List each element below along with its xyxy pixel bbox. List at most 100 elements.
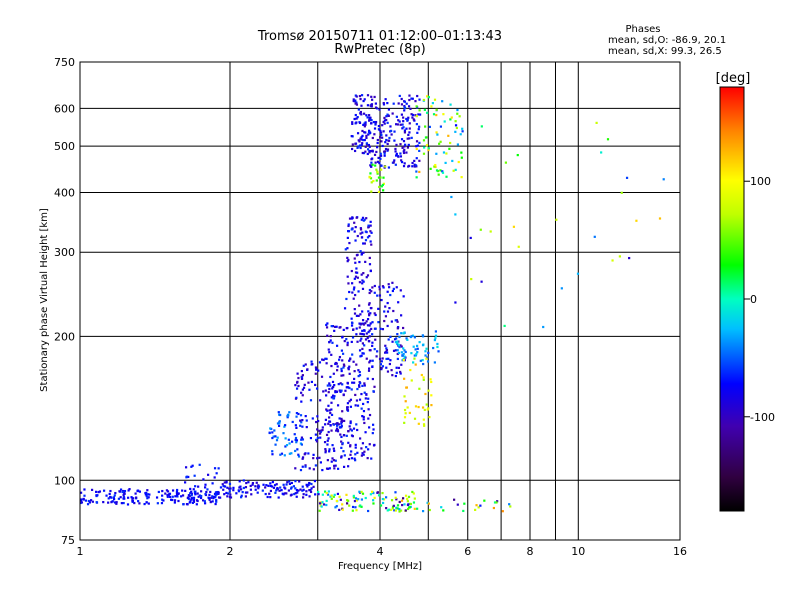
data-point xyxy=(374,106,378,109)
data-point xyxy=(371,423,375,426)
data-point xyxy=(170,498,173,501)
data-point xyxy=(293,492,296,496)
data-point xyxy=(131,497,134,500)
data-point xyxy=(371,136,374,140)
data-point xyxy=(384,496,388,499)
data-point xyxy=(336,365,339,368)
data-point xyxy=(375,179,378,182)
data-point xyxy=(360,94,364,97)
data-point xyxy=(360,454,363,457)
y-tick-label: 200 xyxy=(54,330,75,343)
data-point xyxy=(328,448,331,451)
data-point xyxy=(450,195,453,199)
data-point xyxy=(418,149,421,153)
data-point xyxy=(341,352,345,355)
data-point xyxy=(338,326,341,329)
data-point xyxy=(394,374,397,378)
data-point xyxy=(328,450,331,453)
data-point xyxy=(95,501,98,504)
data-point xyxy=(492,506,496,510)
data-point xyxy=(428,415,431,419)
data-point xyxy=(331,387,334,390)
data-point xyxy=(173,499,177,502)
data-point xyxy=(237,490,241,493)
data-point xyxy=(327,422,330,425)
data-point xyxy=(305,490,308,493)
data-point xyxy=(364,145,367,148)
data-point xyxy=(402,347,405,350)
data-point xyxy=(319,436,322,439)
data-point xyxy=(282,483,285,486)
data-point xyxy=(367,143,371,147)
data-point xyxy=(244,486,248,489)
data-point xyxy=(222,484,225,488)
data-point xyxy=(146,489,149,492)
data-point xyxy=(307,452,310,455)
data-point xyxy=(206,488,209,491)
data-point xyxy=(323,441,327,444)
data-point xyxy=(346,382,349,385)
data-point xyxy=(316,428,319,431)
data-point xyxy=(364,322,367,325)
data-point xyxy=(401,497,405,500)
data-point xyxy=(360,138,363,141)
data-point xyxy=(223,485,227,488)
data-point xyxy=(366,152,369,156)
data-point xyxy=(430,105,433,108)
data-point xyxy=(378,357,382,361)
data-point xyxy=(275,483,278,486)
data-point xyxy=(109,489,112,493)
data-point xyxy=(80,501,84,504)
data-point xyxy=(102,500,105,504)
data-point xyxy=(392,504,395,507)
data-point xyxy=(370,103,374,106)
data-point xyxy=(384,147,388,151)
data-point xyxy=(398,500,401,504)
data-point xyxy=(362,352,365,355)
data-point xyxy=(455,126,458,130)
data-point xyxy=(454,213,457,216)
data-point xyxy=(385,347,388,350)
data-point xyxy=(418,170,421,174)
data-point xyxy=(385,134,388,137)
data-point xyxy=(326,459,329,462)
data-point xyxy=(245,481,248,485)
phase-box-line-x: mean, sd,X: 99.3, 26.5 xyxy=(608,46,722,57)
data-point xyxy=(192,496,196,499)
data-point xyxy=(376,172,379,175)
data-point xyxy=(415,344,419,348)
data-point xyxy=(294,438,297,442)
data-point xyxy=(333,464,336,467)
data-point xyxy=(428,508,431,512)
data-point xyxy=(276,422,280,425)
data-point xyxy=(315,440,319,443)
data-point xyxy=(324,449,327,452)
data-point xyxy=(361,151,364,155)
data-point xyxy=(348,217,352,220)
data-point xyxy=(359,382,362,385)
data-point xyxy=(301,438,305,441)
data-point xyxy=(86,503,90,506)
data-point xyxy=(335,499,338,503)
data-point xyxy=(417,422,420,425)
data-point xyxy=(383,154,386,157)
data-point xyxy=(361,282,364,285)
data-point xyxy=(367,509,370,513)
data-point xyxy=(304,363,307,366)
data-point xyxy=(295,396,298,399)
data-point xyxy=(393,159,396,162)
data-point xyxy=(342,363,346,366)
data-point xyxy=(378,108,381,111)
data-point xyxy=(341,336,344,339)
data-point xyxy=(429,167,432,170)
data-point xyxy=(364,230,367,233)
data-point xyxy=(362,418,365,421)
data-point xyxy=(403,349,406,352)
x-tick-label: 16 xyxy=(673,545,687,558)
data-point xyxy=(135,496,138,499)
data-point xyxy=(347,224,350,228)
data-point xyxy=(356,234,359,238)
data-point xyxy=(169,495,172,498)
data-point xyxy=(346,275,349,278)
data-point xyxy=(426,501,429,504)
